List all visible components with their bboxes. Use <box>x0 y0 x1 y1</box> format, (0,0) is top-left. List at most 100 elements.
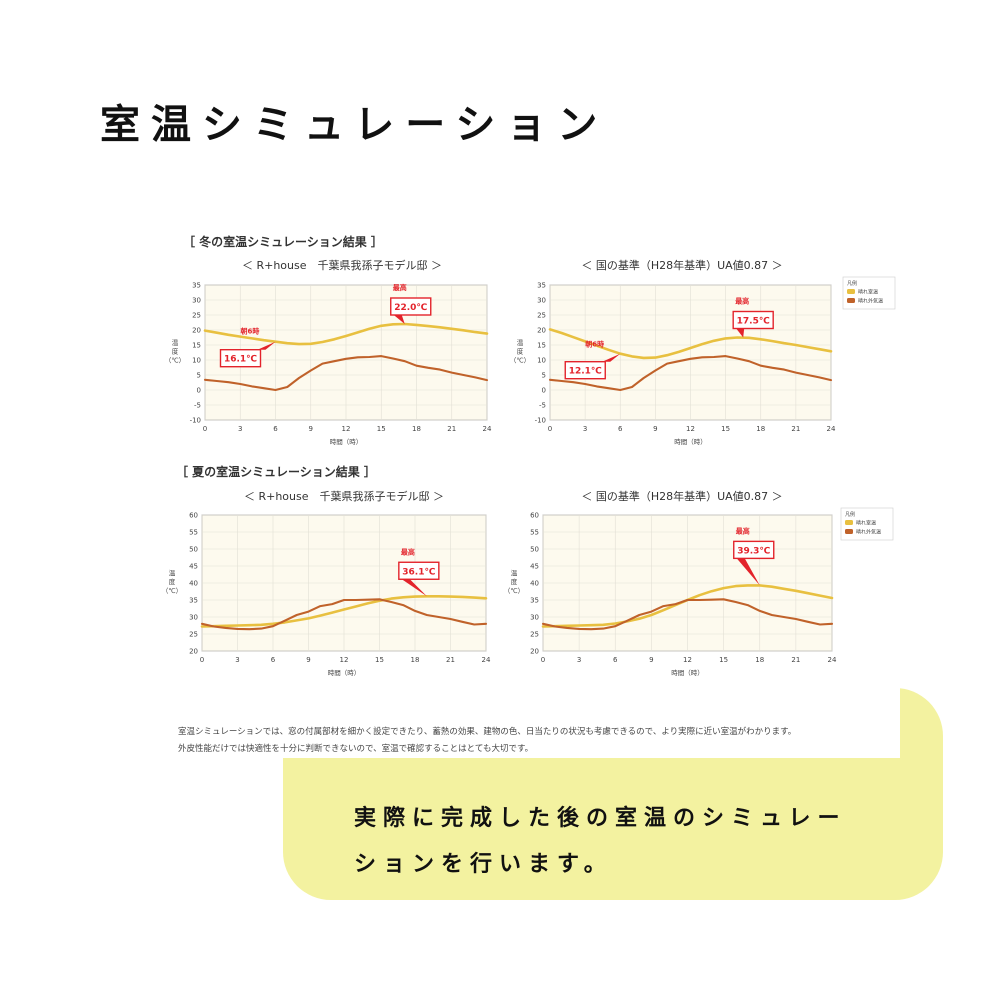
y-tick-label: -5 <box>194 402 201 410</box>
indoor-temp-line <box>548 328 833 360</box>
callout-pointer <box>736 328 745 338</box>
winter-rhouse-chart-title: ＜ R+house 千葉県我孫子モデル邸 ＞ <box>241 259 443 272</box>
x-tick-label: 9 <box>649 656 653 664</box>
callout-label: 朝6時 <box>241 327 260 336</box>
x-tick-label: 24 <box>483 425 492 433</box>
x-tick-label: 15 <box>721 425 730 433</box>
y-tick-label: 35 <box>537 282 546 290</box>
y-tick-label: 20 <box>537 327 546 335</box>
legend-swatch <box>845 520 853 525</box>
x-tick-label: 3 <box>235 656 239 664</box>
y-axis-label: 温度（℃） <box>162 568 182 595</box>
y-tick-label: 0 <box>542 387 546 395</box>
y-tick-label: 20 <box>530 648 539 656</box>
x-tick-label: 12 <box>342 425 351 433</box>
legend-entry: 晴れ室温 <box>858 289 878 296</box>
legend-swatch <box>845 529 853 534</box>
y-axis-label: 温度（℃） <box>510 338 530 365</box>
y-tick-label: 30 <box>537 297 546 305</box>
callout-pointer <box>257 341 276 350</box>
y-axis-label-part: 度 <box>511 577 518 586</box>
y-tick-label: 25 <box>530 631 539 639</box>
y-tick-label: 30 <box>192 297 201 305</box>
y-axis-label-part: 度 <box>517 347 524 356</box>
y-tick-label: 35 <box>530 597 539 605</box>
x-tick-label: 18 <box>412 425 421 433</box>
outdoor-temp-line <box>203 355 489 392</box>
y-tick-label: 60 <box>530 512 539 520</box>
x-axis-label: 時間（時） <box>674 438 707 446</box>
y-tick-label: 5 <box>197 372 201 380</box>
legend-title: 凡例 <box>847 280 857 287</box>
tagline-line-1: 実際に完成した後の室温のシミュレー <box>354 806 847 831</box>
y-axis-label-part: 温 <box>517 338 524 347</box>
y-tick-label: 25 <box>537 312 546 320</box>
y-tick-label: 10 <box>537 357 546 365</box>
summer-standard-chart: 0 3 6 9 12 15 18 21 24 20 25 30 35 40 45 50 55 60 温度（℃） 時間（… <box>504 507 894 677</box>
y-tick-label: 15 <box>192 342 201 350</box>
y-axis-label-part: 度 <box>169 577 176 586</box>
x-tick-label: 24 <box>828 656 837 664</box>
y-tick-label: 20 <box>192 327 201 335</box>
x-axis-label: 時間（時） <box>671 669 704 677</box>
callout-value: 39.3℃ <box>737 546 770 556</box>
y-axis-label-part: （℃） <box>510 357 530 365</box>
winter-rhouse-chart: 0 3 6 9 12 15 18 21 24 -10 -5 0 5 10 15 20 25 30 35 温度（℃） 時間… <box>165 282 492 447</box>
legend-entry: 晴れ室温 <box>856 520 876 527</box>
x-tick-label: 9 <box>653 425 657 433</box>
winter-standard-chart-title: ＜ 国の基準（H28年基準）UA値0.87 ＞ <box>581 259 783 272</box>
x-tick-label: 6 <box>613 656 618 664</box>
y-tick-label: -10 <box>535 417 546 425</box>
x-axis-label: 時間（時） <box>330 438 363 446</box>
x-tick-label: 18 <box>755 656 764 664</box>
x-tick-label: 15 <box>375 656 384 664</box>
y-tick-label: 35 <box>189 597 198 605</box>
y-axis-label-part: 度 <box>172 347 179 356</box>
x-tick-label: 21 <box>791 425 800 433</box>
legend-swatch <box>847 298 855 303</box>
callout-box <box>732 310 774 330</box>
description-text-2: 外皮性能だけでは快適性を十分に判断できないので、室温で確認することはとても大切で… <box>178 744 534 754</box>
x-tick-label: 0 <box>541 656 545 664</box>
x-tick-label: 12 <box>683 656 692 664</box>
y-axis-label-part: （℃） <box>165 357 185 365</box>
callout-value: 17.5℃ <box>737 317 770 327</box>
y-axis-label: 温度（℃） <box>504 568 524 595</box>
callout-box <box>733 540 775 560</box>
description-text-1: 室温シミュレーションでは、窓の付属部材を細かく設定できたり、蓄熱の効果、建物の色… <box>178 727 797 737</box>
callout-value: 36.1℃ <box>402 567 435 577</box>
outdoor-temp-line <box>548 355 833 392</box>
y-tick-label: 30 <box>530 614 539 622</box>
x-tick-label: 0 <box>203 425 207 433</box>
callout-value: 16.1℃ <box>224 355 257 365</box>
callout-pointer <box>736 558 760 586</box>
summer-standard-chart-title: ＜ 国の基準（H28年基準）UA値0.87 ＞ <box>581 490 783 503</box>
x-tick-label: 0 <box>548 425 552 433</box>
y-tick-label: 45 <box>530 563 539 571</box>
outdoor-temp-line <box>541 598 834 631</box>
y-tick-label: 35 <box>192 282 201 290</box>
report-card-bottom <box>150 678 900 758</box>
summer-rhouse-chart-title: ＜ R+house 千葉県我孫子モデル邸 ＞ <box>243 490 445 503</box>
callout-label: 朝6時 <box>585 340 604 349</box>
callout-box <box>564 360 606 380</box>
x-tick-label: 21 <box>447 425 456 433</box>
y-tick-label: 45 <box>189 563 198 571</box>
page-title: 室温シミュレーション <box>100 102 609 148</box>
callout-label: 最高 <box>735 297 749 306</box>
indoor-temp-line <box>200 595 488 628</box>
callout-pointer <box>602 353 621 362</box>
y-axis-label-part: （℃） <box>504 587 524 595</box>
x-tick-label: 3 <box>577 656 581 664</box>
y-axis-label-part: 温 <box>169 568 176 577</box>
legend-entry: 晴れ外気温 <box>856 529 881 536</box>
callout-label: 最高 <box>736 526 750 535</box>
x-tick-label: 18 <box>411 656 420 664</box>
outdoor-temp-line <box>200 598 488 631</box>
legend-swatch <box>847 289 855 294</box>
callout-label: 最高 <box>401 547 415 556</box>
callout-value: 12.1℃ <box>569 367 602 377</box>
x-tick-label: 0 <box>200 656 204 664</box>
